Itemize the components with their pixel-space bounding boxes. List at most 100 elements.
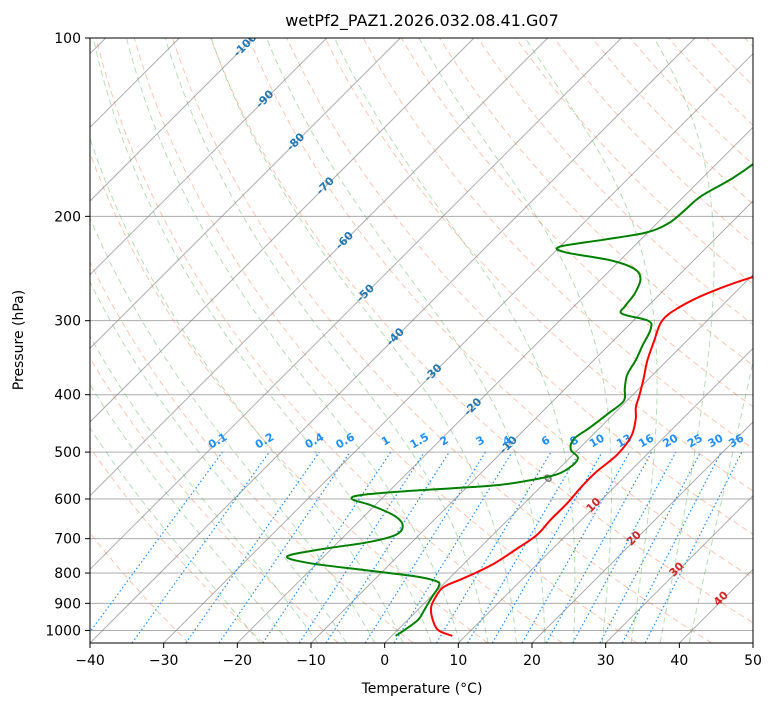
chart-title: wetPf2_PAZ1.2026.032.08.41.G07 [285, 11, 559, 31]
isotherm-line [90, 38, 696, 643]
isotherm-label: -40 [384, 325, 407, 348]
isotherm-label: -60 [333, 229, 356, 252]
moist-adiabat-line [92, 38, 432, 643]
x-axis-label: Temperature (°C) [361, 681, 483, 697]
moist-adiabat-line [418, 38, 613, 643]
y-axis-label: Pressure (hPa) [11, 290, 27, 390]
dry-adiabat-line [553, 38, 753, 245]
dry-adiabat-line [90, 260, 414, 643]
isotherm-line [605, 494, 753, 643]
isotherm-line [90, 38, 254, 202]
y-tick-label: 900 [54, 596, 81, 612]
x-tick-label: −10 [296, 653, 326, 669]
isotherm-line [90, 38, 401, 350]
mixing-ratio-line [491, 451, 603, 643]
isotherm-line [90, 38, 549, 497]
mixing-ratio-line [572, 451, 677, 643]
dry-adiabat-label: 30 [667, 559, 687, 579]
mixing-ratio-label: 25 [685, 431, 705, 450]
mixing-ratio-line [466, 451, 580, 643]
x-tick-label: 0 [380, 653, 389, 669]
dry-adiabat-line [668, 38, 753, 126]
dry-adiabat-line [210, 38, 753, 624]
mixing-ratio-label: 30 [706, 431, 726, 450]
moist-adiabat-line [653, 38, 715, 643]
mixing-ratio-label: 6 [539, 433, 552, 448]
y-axis-ticks: 1000 900 800 700 600 500 400 300 200 100 [45, 31, 90, 639]
dewpoint-profile-line [286, 162, 753, 637]
mixing-ratio-label: 1 [379, 433, 392, 448]
mixing-ratio-line [185, 451, 320, 643]
dry-adiabat-label: 40 [711, 588, 731, 608]
y-tick-label: 400 [54, 388, 81, 404]
y-tick-label: 800 [54, 566, 81, 582]
isotherm-line [90, 38, 475, 423]
dry-adiabat-line [90, 532, 190, 643]
x-tick-label: 10 [449, 653, 467, 669]
moist-adiabat-line [126, 38, 461, 643]
dry-adiabat-line [286, 38, 753, 535]
isotherm-label: -30 [421, 361, 444, 384]
mixing-ratio-line [298, 451, 425, 643]
isotherm-line [531, 421, 753, 643]
mixing-ratio-line [599, 451, 702, 643]
isotherm-label: -70 [314, 174, 337, 197]
x-tick-label: 40 [670, 653, 688, 669]
background-lines [90, 38, 753, 643]
moist-adiabat-line [333, 38, 576, 643]
mixing-ratio-line [644, 451, 743, 643]
dry-adiabat-line [95, 38, 563, 643]
isotherm-line [752, 642, 753, 643]
moist-adiabat-line [90, 383, 290, 643]
mixing-ratio-label: 10 [587, 431, 607, 450]
dry-adiabat-line [90, 151, 488, 643]
x-tick-label: −40 [75, 653, 105, 669]
isotherm-labels: -100-90-80-70-60-50-40-30-20-100 [231, 31, 556, 486]
isotherm-line [678, 568, 753, 643]
isotherm-line [384, 273, 753, 643]
dry-adiabat-line [90, 446, 264, 643]
x-tick-label: 20 [523, 653, 541, 669]
dry-adiabat-line [591, 38, 753, 205]
temperature-profile-line [430, 275, 753, 637]
moist-adiabat-line [90, 136, 404, 643]
mixing-ratio-label: 0.6 [334, 430, 358, 451]
moist-adiabat-line [164, 38, 489, 643]
mixing-ratio-line [90, 451, 223, 633]
dry-adiabat-line [744, 38, 753, 48]
mixing-ratio-line [364, 451, 486, 643]
mixing-ratio-line [521, 451, 631, 643]
isotherm-line [90, 38, 328, 276]
y-tick-label: 1000 [45, 623, 81, 639]
y-tick-label: 100 [54, 31, 81, 47]
dry-adiabat-line [706, 38, 753, 87]
moist-adiabat-line [266, 38, 546, 643]
dry-adiabat-line [133, 38, 638, 643]
x-tick-label: −20 [223, 653, 253, 669]
mixing-ratio-label: 0.2 [253, 430, 276, 451]
moist-adiabat-line [90, 216, 376, 643]
dry-adiabat-line [324, 38, 753, 492]
plot-frame [89, 37, 754, 644]
isotherm-line [90, 38, 622, 571]
moist-adiabat-line [90, 427, 261, 643]
isotherm-line [310, 200, 753, 643]
dry-adiabat-line [248, 38, 753, 579]
y-tick-label: 200 [54, 209, 81, 225]
isotherm-line [163, 52, 753, 643]
dry-adiabat-line [90, 357, 339, 643]
isotherm-label: -100 [231, 31, 260, 60]
x-tick-label: −30 [149, 653, 179, 669]
mixing-ratio-line [435, 451, 552, 643]
y-tick-label: 500 [54, 445, 81, 461]
dry-adiabat-line [477, 38, 753, 326]
mixing-ratio-label: 36 [726, 431, 746, 450]
mixing-ratio-label: 20 [661, 431, 681, 450]
mixing-ratio-label: 0.4 [303, 430, 327, 451]
dry-adiabat-label: 10 [584, 495, 604, 515]
y-tick-label: 600 [54, 492, 81, 508]
moist-adiabat-line [688, 359, 753, 643]
x-tick-label: 30 [597, 653, 615, 669]
y-tick-label: 700 [54, 532, 81, 548]
